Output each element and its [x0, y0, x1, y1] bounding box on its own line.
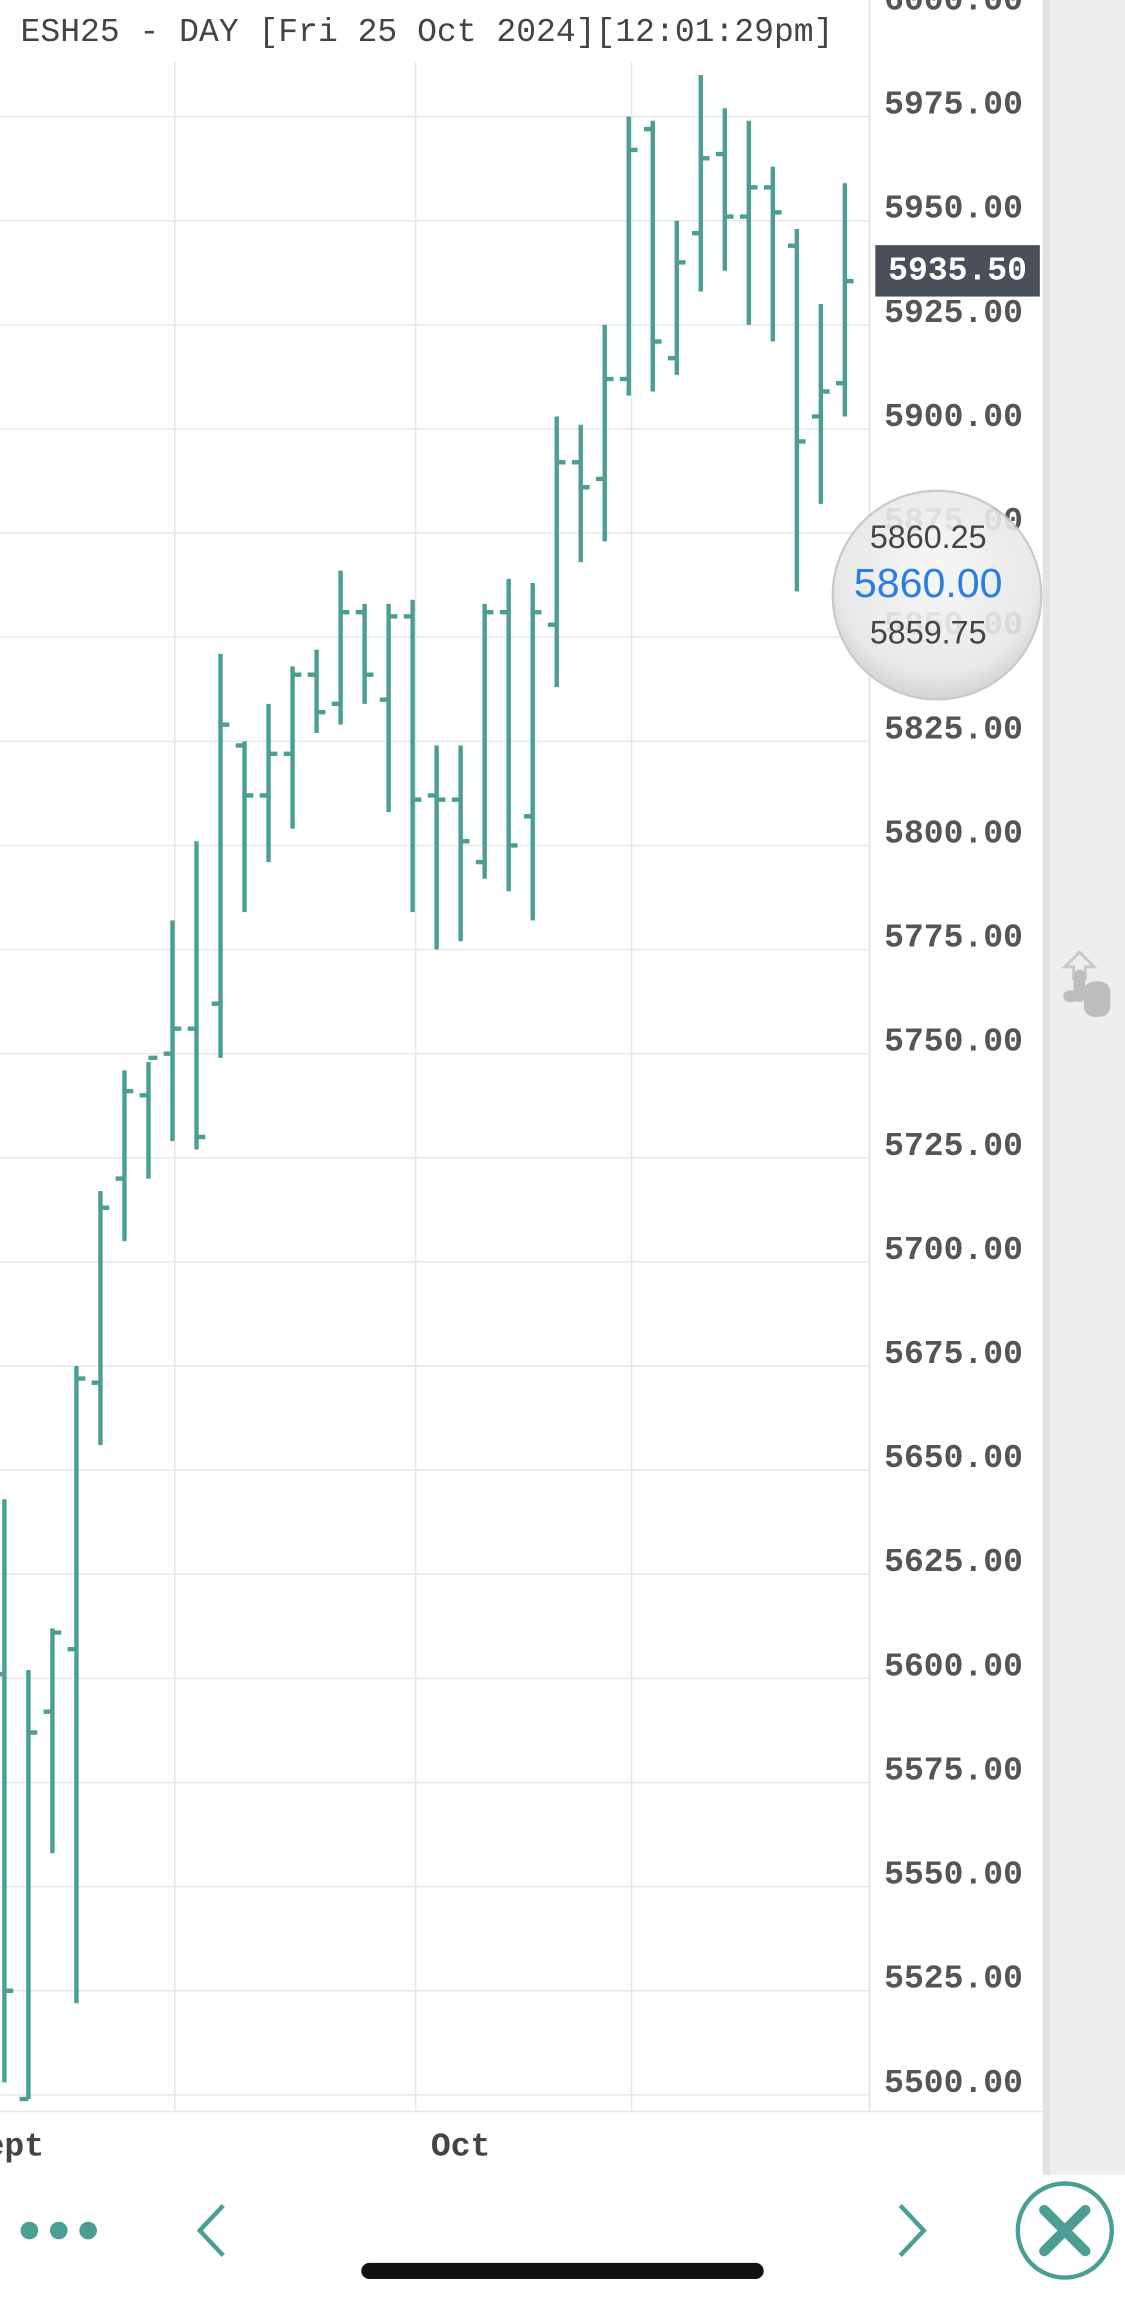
y-tick-label: 5800.00 — [884, 814, 1023, 852]
ohlc-bar — [0, 1499, 14, 2083]
ohlc-bar — [571, 424, 590, 563]
ohlc-bar — [91, 1191, 110, 1446]
last-price-box — [875, 245, 1040, 297]
dot — [79, 2221, 97, 2240]
hand-icon — [1061, 950, 1111, 1017]
magnifier-above: 5860.25 — [870, 519, 987, 555]
y-tick-label: 6000.00 — [884, 0, 1023, 19]
x-tick-label: Oct — [431, 2128, 490, 2166]
ohlc-bar — [836, 183, 854, 417]
ohlc-bar — [19, 1670, 38, 2102]
ohlc-bar — [307, 649, 326, 733]
close-ring — [1015, 2181, 1114, 2280]
magnifier-center: 5860.00 — [854, 560, 1003, 606]
ohlc-bar — [715, 108, 734, 271]
ohlc-bar — [691, 74, 710, 292]
ohlc-bar — [475, 603, 494, 879]
ohlc-bar — [355, 603, 374, 704]
chart-title: ESH25 - DAY [Fri 25 Oct 2024][12:01:29pm… — [21, 13, 834, 51]
ohlc-bar — [115, 1070, 134, 1242]
more-button[interactable] — [20, 2221, 97, 2240]
close-x — [1039, 2204, 1091, 2257]
ohlc-bar — [139, 1055, 158, 1179]
ohlc-bar — [379, 603, 398, 813]
ohlc-bar — [451, 745, 470, 942]
y-tick-label: 5725.00 — [884, 1127, 1023, 1165]
y-tick-label: 5525.00 — [884, 1960, 1023, 1998]
y-tick-label: 5500.00 — [884, 2064, 1023, 2102]
y-tick-label: 5550.00 — [884, 1856, 1023, 1894]
ohlc-bar — [788, 229, 806, 592]
y-tick-label: 5700.00 — [884, 1231, 1023, 1269]
y-tick-label: 5625.00 — [884, 1543, 1023, 1581]
y-tick-label: 5675.00 — [884, 1335, 1023, 1373]
strip-edge — [1042, 0, 1051, 2175]
y-tick-label: 5750.00 — [884, 1023, 1023, 1061]
home-indicator — [361, 2262, 764, 2280]
y-tick-label: 5825.00 — [884, 710, 1023, 748]
ohlc-bar — [67, 1366, 86, 2004]
y-tick-label: 5975.00 — [884, 86, 1023, 124]
dot — [49, 2221, 68, 2240]
x-tick-label: Sept — [0, 2128, 44, 2166]
y-tick-label: 5650.00 — [884, 1439, 1023, 1477]
ohlc-bar — [403, 599, 422, 913]
y-tick-label: 5950.00 — [884, 190, 1023, 228]
ohlc-bar — [764, 166, 782, 342]
ohlc-bar — [187, 841, 206, 1150]
ohlc-bar — [331, 570, 350, 725]
ohlc-bar — [235, 741, 254, 913]
ohlc-bar — [211, 653, 230, 1058]
ohlc-bar — [499, 578, 518, 892]
toolbar — [20, 2181, 1114, 2280]
ohlc-bar — [812, 304, 830, 504]
dot — [20, 2221, 39, 2240]
ohlc-bar — [523, 583, 542, 921]
y-tick-label: 5900.00 — [884, 398, 1023, 436]
title-band — [0, 0, 870, 62]
y-tick-label: 5600.00 — [884, 1647, 1023, 1685]
y-tick-label: 5925.00 — [884, 294, 1023, 332]
magnifier: 5860.25 5860.00 5859.75 — [831, 489, 1043, 701]
ohlc-bar — [595, 324, 614, 542]
next-button[interactable] — [898, 2204, 927, 2258]
vertical-grid — [174, 61, 633, 2112]
magnifier-below: 5859.75 — [870, 614, 987, 650]
ohlc-bar — [427, 745, 446, 950]
ohlc-bar — [43, 1628, 62, 1854]
ohlc-bar — [739, 120, 758, 325]
ohlc-bar — [283, 666, 302, 829]
ohlc-bar — [643, 120, 662, 392]
close-button[interactable] — [1015, 2181, 1114, 2280]
ohlc-bar — [163, 920, 182, 1142]
prev-button[interactable] — [196, 2204, 225, 2258]
ohlc-bar — [259, 703, 278, 863]
last-price-label: 5935.50 — [888, 252, 1027, 290]
ohlc-bar — [667, 220, 686, 375]
y-tick-label: 5775.00 — [884, 919, 1023, 957]
y-tick-label: 5575.00 — [884, 1751, 1023, 1789]
scroll-strip — [1042, 0, 1125, 2175]
ohlc-bar — [547, 416, 566, 688]
magnifier-lens — [831, 489, 1043, 701]
ohlc-bar — [619, 116, 638, 396]
